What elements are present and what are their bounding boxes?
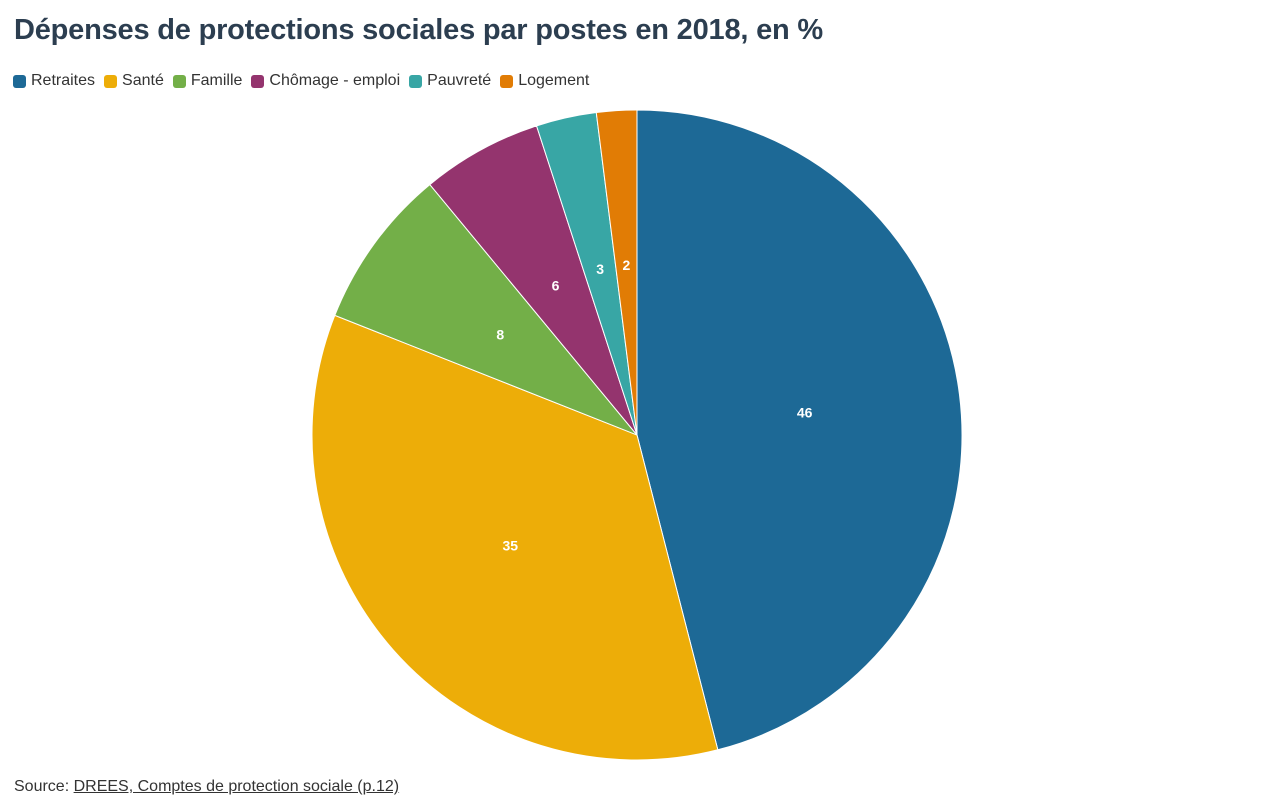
legend-label: Santé — [122, 72, 164, 89]
pie-slice[interactable] — [429, 125, 638, 436]
legend-label: Chômage - emploi — [269, 72, 401, 89]
legend-item[interactable]: Logement — [500, 72, 589, 90]
legend-item[interactable]: Pauvreté — [409, 72, 491, 90]
legend-swatch — [172, 74, 186, 88]
legend-label: Logement — [518, 72, 590, 89]
legend-swatch — [500, 74, 514, 88]
pie-slice[interactable] — [595, 109, 638, 436]
legend-swatch — [251, 74, 265, 88]
slice-data-label: 2 — [622, 257, 630, 273]
source-label: Source: — [14, 778, 74, 795]
legend-label: Famille — [190, 72, 243, 89]
chart-legend: Retraites Santé Famille Chômage - emploi Pau… — [13, 72, 598, 90]
legend-item[interactable]: Retraites — [13, 72, 95, 90]
legend-swatch — [409, 74, 423, 88]
pie-slice[interactable] — [636, 109, 963, 751]
legend-item[interactable]: Chômage - emploi — [251, 72, 400, 90]
source-link[interactable]: DREES, Comptes de protection sociale (p.… — [73, 778, 400, 795]
slice-data-label: 8 — [496, 326, 504, 342]
pie-slice[interactable] — [311, 314, 719, 761]
legend-label: Retraites — [31, 72, 96, 89]
source-note: Source: DREES, Comptes de protection soc… — [14, 778, 399, 796]
legend-label: Pauvreté — [427, 72, 492, 89]
legend-item[interactable]: Famille — [172, 72, 243, 90]
slice-data-label: 6 — [552, 278, 560, 294]
slice-data-label: 46 — [797, 405, 813, 421]
slice-data-label: 35 — [502, 537, 518, 553]
legend-swatch — [104, 74, 118, 88]
legend-swatch — [13, 74, 26, 88]
legend-item[interactable]: Santé — [104, 72, 164, 90]
slice-data-label: 3 — [596, 261, 604, 277]
chart-title: Dépenses de protections sociales par pos… — [14, 14, 823, 46]
pie-slice[interactable] — [334, 183, 638, 436]
